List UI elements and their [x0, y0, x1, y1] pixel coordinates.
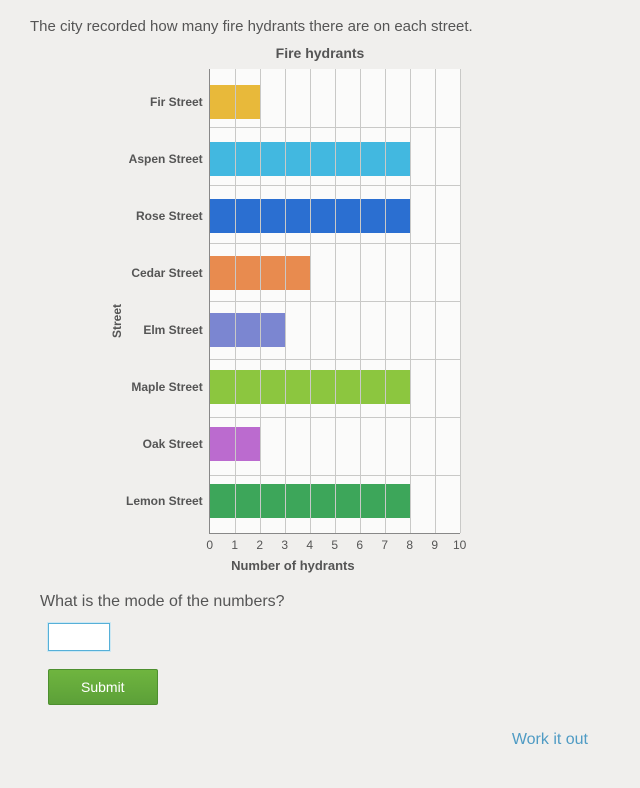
category-label: Fir Street	[126, 95, 209, 109]
x-tick: 7	[381, 538, 388, 552]
chart-body: Street Fir Street Aspen Street Rose Street…	[110, 69, 530, 573]
category-label: Cedar Street	[126, 266, 209, 280]
y-axis-label: Street	[110, 304, 124, 338]
page-container: The city recorded how many fire hydrants…	[0, 0, 640, 749]
category-labels: Fir Street Aspen Street Rose Street Cedar S…	[126, 69, 209, 533]
question-text: What is the mode of the numbers?	[40, 593, 610, 611]
x-tick: 8	[406, 538, 413, 552]
x-tick: 6	[356, 538, 363, 552]
chart-title: Fire hydrants	[110, 45, 530, 61]
x-tick: 9	[431, 538, 438, 552]
category-label: Lemon Street	[126, 494, 209, 508]
bar	[210, 313, 285, 347]
x-tick: 10	[453, 538, 466, 552]
category-label: Elm Street	[126, 323, 209, 337]
category-label: Maple Street	[126, 380, 209, 394]
plot-area	[209, 69, 460, 534]
category-label: Aspen Street	[126, 152, 209, 166]
submit-button[interactable]: Submit	[48, 669, 158, 705]
x-tick: 2	[256, 538, 263, 552]
category-label: Rose Street	[126, 209, 209, 223]
x-tick: 1	[231, 538, 238, 552]
x-tick: 3	[281, 538, 288, 552]
work-it-out-link[interactable]: Work it out	[30, 731, 588, 749]
x-tick: 5	[331, 538, 338, 552]
x-tick: 0	[206, 538, 213, 552]
prompt-text: The city recorded how many fire hydrants…	[30, 18, 610, 35]
category-label: Oak Street	[126, 437, 209, 451]
answer-input[interactable]	[48, 623, 110, 651]
x-tick: 4	[306, 538, 313, 552]
x-axis-label: Number of hydrants	[126, 558, 460, 573]
chart: Fire hydrants Street Fir Street Aspen Str…	[110, 45, 530, 573]
